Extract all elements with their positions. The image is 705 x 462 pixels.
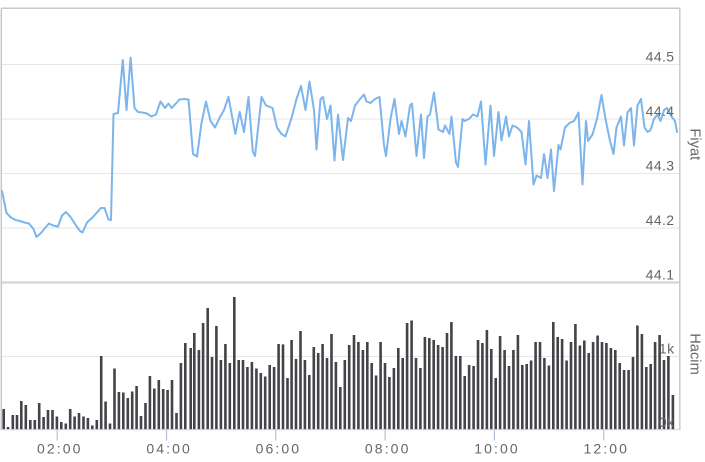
svg-text:Fiyat: Fiyat xyxy=(687,128,703,160)
svg-text:44.2: 44.2 xyxy=(646,212,675,228)
svg-text:44.1: 44.1 xyxy=(646,267,675,283)
svg-text:02:00: 02:00 xyxy=(37,441,83,457)
svg-text:0k: 0k xyxy=(659,414,675,430)
svg-text:Hacim: Hacim xyxy=(687,333,703,375)
svg-text:12:00: 12:00 xyxy=(584,441,630,457)
svg-text:44.5: 44.5 xyxy=(646,49,675,65)
svg-text:04:00: 04:00 xyxy=(146,441,192,457)
svg-text:06:00: 06:00 xyxy=(256,441,302,457)
svg-text:44.4: 44.4 xyxy=(646,103,675,119)
svg-text:44.3: 44.3 xyxy=(646,158,675,174)
svg-text:08:00: 08:00 xyxy=(365,441,411,457)
svg-text:10:00: 10:00 xyxy=(474,441,520,457)
svg-text:1k: 1k xyxy=(659,341,675,357)
